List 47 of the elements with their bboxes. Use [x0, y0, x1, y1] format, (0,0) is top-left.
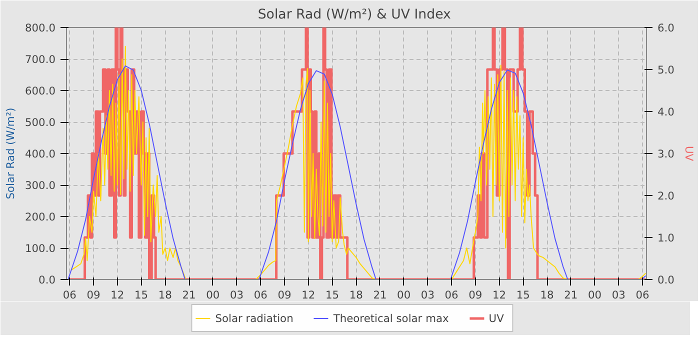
x-tick-label: 00	[397, 288, 411, 302]
x-tick-label: 03	[420, 288, 434, 302]
x-tick-label: 09	[278, 288, 292, 302]
x-tick-label: 03	[230, 288, 244, 302]
x-tick-label: 06	[636, 288, 650, 302]
y2-tick-label: 3.0	[658, 148, 675, 160]
x-tick-label: 21	[564, 288, 578, 302]
x-tick-label: 09	[468, 288, 482, 302]
x-tick-label: 06	[62, 288, 77, 302]
x-tick-label: 15	[516, 288, 530, 302]
y-tick-label: 100.0	[24, 242, 56, 255]
y2-tick-label: 0.0	[658, 274, 675, 286]
y-tick-label: 200.0	[24, 210, 56, 224]
x-tick-label: 18	[158, 288, 172, 302]
y2-tick-label: 2.0	[658, 190, 675, 202]
chart-title: Solar Rad (W/m²) & UV Index	[258, 8, 452, 22]
x-tick-label: 06	[254, 288, 268, 302]
x-tick-label: 00	[588, 288, 602, 302]
y-tick-label: 700.0	[24, 53, 56, 66]
x-tick-label: 06	[444, 288, 459, 302]
y-tick-label: 600.0	[24, 84, 56, 98]
y-tick-label: 0.0	[38, 274, 56, 286]
y2-tick-label: 6.0	[658, 22, 675, 34]
y-tick-label: 500.0	[24, 116, 56, 129]
y2-tick-label: 5.0	[658, 64, 675, 76]
x-tick-label: 18	[540, 288, 554, 302]
y-tick-label: 400.0	[24, 148, 56, 160]
x-tick-label: 15	[325, 288, 340, 302]
legend-label: Theoretical solar max	[333, 312, 449, 324]
y-tick-label: 800.0	[24, 22, 56, 34]
x-tick-label: 21	[373, 288, 387, 302]
x-tick-label: 03	[612, 288, 626, 302]
y2-tick-label: 1.0	[658, 232, 675, 244]
x-tick-label: 00	[206, 288, 220, 302]
legend-label: UV	[488, 312, 505, 324]
y2-axis-title: UV	[682, 146, 696, 162]
x-tick-label: 15	[134, 288, 148, 302]
legend-label: Solar radiation	[215, 312, 294, 324]
x-tick-label: 12	[492, 288, 506, 302]
x-tick-label: 21	[182, 288, 196, 302]
x-tick-label: 18	[349, 288, 364, 302]
x-tick-label: 12	[302, 288, 316, 302]
x-tick-label: 12	[110, 288, 124, 302]
y-axis-title: Solar Rad (W/m²)	[4, 108, 17, 200]
y-tick-label: 300.0	[24, 179, 56, 192]
x-tick-label: 09	[86, 288, 101, 302]
y2-tick-label: 4.0	[658, 106, 675, 118]
